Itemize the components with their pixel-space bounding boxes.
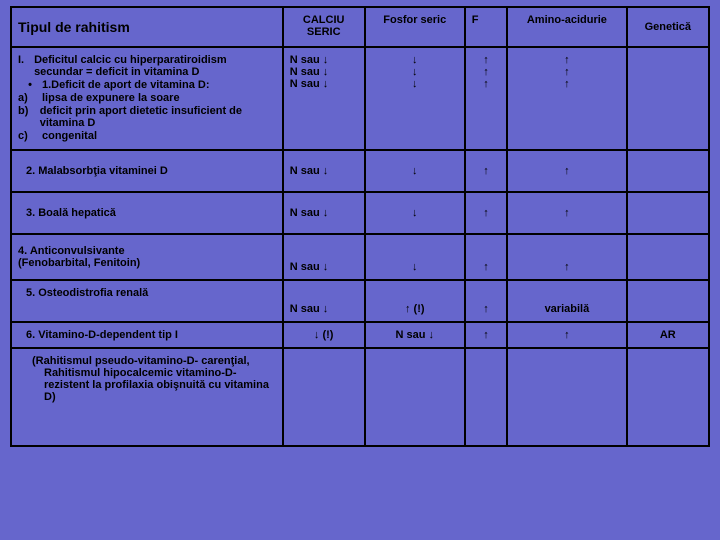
row1-bullet: c) [18, 130, 42, 142]
row1-label-block: I.Deficitul calcic cu hiperparatiroidism… [18, 54, 276, 142]
cell-value: ↑ [472, 54, 500, 66]
cell-value: N sau ↓ [283, 234, 365, 280]
row-label: 2. Malabsorbţia vitaminei D [11, 150, 283, 192]
cell-value: ↑ [465, 322, 507, 348]
table-row: 2. Malabsorbţia vitaminei D N sau ↓ ↓ ↑ … [11, 150, 709, 192]
cell-value: ↓ [365, 150, 465, 192]
cell-value [627, 150, 709, 192]
row1-text: lipsa de expunere la soare [42, 92, 180, 104]
header-tip: Tipul de rahitism [11, 7, 283, 47]
header-fosfor: Fosfor seric [365, 7, 465, 47]
row4-label-l1: 4. Anticonvulsivante [18, 245, 276, 257]
table-row: 4. Anticonvulsivante (Fenobarbital, Feni… [11, 234, 709, 280]
row1-text: congenital [42, 130, 97, 142]
table-row: I.Deficitul calcic cu hiperparatiroidism… [11, 47, 709, 150]
cell-value: ↓ [372, 54, 458, 66]
cell-value: ↑ [514, 66, 619, 78]
cell-value: ↑ [465, 150, 507, 192]
cell-value: ↑ (!) [365, 280, 465, 322]
cell-value: ↑ [514, 78, 619, 90]
cell-value: N sau ↓ [283, 280, 365, 322]
cell-value [627, 280, 709, 322]
table-row: 5. Osteodistrofia renală N sau ↓ ↑ (!) ↑… [11, 280, 709, 322]
table-header-row: Tipul de rahitism CALCIU SERIC Fosfor se… [11, 7, 709, 47]
row1-bullet: b) [18, 105, 40, 129]
cell-value: ↑ [465, 280, 507, 322]
cell-value: ↓ (!) [283, 322, 365, 348]
row1-bullet: • [18, 79, 42, 91]
cell-value: N sau ↓ [283, 192, 365, 234]
cell-value [627, 234, 709, 280]
table-row: 3. Boală hepatică N sau ↓ ↓ ↑ ↑ [11, 192, 709, 234]
cell-value: ↑ [507, 192, 626, 234]
row1-text: deficit prin aport dietetic insuficient … [40, 105, 276, 129]
header-f: F [465, 7, 507, 47]
cell-value: ↑ [472, 66, 500, 78]
cell-value: ↑ [472, 78, 500, 90]
table-row: 6. Vitamino-D-dependent tip I ↓ (!) N sa… [11, 322, 709, 348]
cell-value: ↓ [365, 234, 465, 280]
header-amino: Amino-acidurie [507, 7, 626, 47]
header-calciu: CALCIU SERIC [283, 7, 365, 47]
rickets-types-table: Tipul de rahitism CALCIU SERIC Fosfor se… [10, 6, 710, 447]
cell-value: N sau ↓ [290, 78, 358, 90]
cell-value: ↓ [372, 78, 458, 90]
cell-value [627, 192, 709, 234]
cell-value: ↑ [514, 54, 619, 66]
cell-value [627, 47, 709, 150]
cell-value: ↑ [465, 192, 507, 234]
cell-value: N sau ↓ [290, 66, 358, 78]
cell-value: N sau ↓ [283, 150, 365, 192]
cell-value: N sau ↓ [365, 322, 465, 348]
cell-value: ↑ [507, 150, 626, 192]
cell-value: ↑ [507, 322, 626, 348]
cell-value: ↓ [372, 66, 458, 78]
row1-text: Deficitul calcic cu hiperparatiroidism s… [34, 54, 276, 78]
row1-bullet: a) [18, 92, 42, 104]
row1-bullet: I. [18, 54, 34, 78]
cell-value: ↑ [465, 234, 507, 280]
row-label: 3. Boală hepatică [11, 192, 283, 234]
row1-text: 1.Deficit de aport de vitamina D: [42, 79, 209, 91]
table-row: (Rahitismul pseudo-vitamino-D- carenţial… [11, 348, 709, 446]
footnote-text: (Rahitismul pseudo-vitamino-D- carenţial… [18, 355, 276, 403]
cell-value: ↓ [365, 192, 465, 234]
cell-value: AR [627, 322, 709, 348]
cell-value: variabilă [507, 280, 626, 322]
header-genetica: Genetică [627, 7, 709, 47]
row4-label-l2: (Fenobarbital, Fenitoin) [18, 257, 276, 269]
row-label: 5. Osteodistrofia renală [11, 280, 283, 322]
cell-value: N sau ↓ [290, 54, 358, 66]
row-label: 6. Vitamino-D-dependent tip I [11, 322, 283, 348]
cell-value: ↑ [507, 234, 626, 280]
